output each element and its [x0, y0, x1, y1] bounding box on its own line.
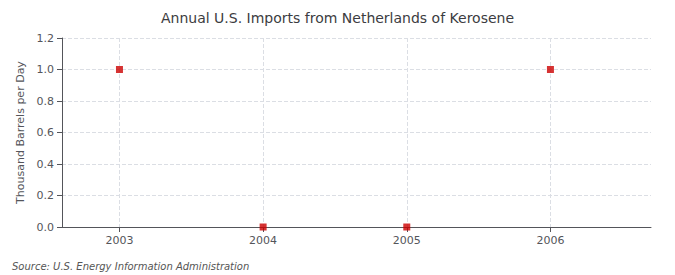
- svg-text:Thousand Barrels per Day: Thousand Barrels per Day: [14, 61, 27, 205]
- svg-text:0.8: 0.8: [37, 95, 55, 108]
- svg-text:0.2: 0.2: [37, 189, 55, 202]
- svg-text:1.2: 1.2: [37, 32, 55, 45]
- svg-text:0.0: 0.0: [37, 221, 55, 234]
- svg-text:0.4: 0.4: [37, 158, 55, 171]
- svg-text:2004: 2004: [249, 234, 277, 247]
- svg-text:0.6: 0.6: [37, 126, 55, 139]
- svg-text:Annual U.S. Imports from Nethe: Annual U.S. Imports from Netherlands of …: [161, 10, 514, 26]
- svg-text:2003: 2003: [105, 234, 133, 247]
- svg-text:2005: 2005: [393, 234, 421, 247]
- svg-text:1.0: 1.0: [37, 63, 55, 76]
- svg-text:Source: U.S. Energy Informatio: Source: U.S. Energy Information Administ…: [12, 261, 249, 272]
- svg-text:2006: 2006: [536, 234, 564, 247]
